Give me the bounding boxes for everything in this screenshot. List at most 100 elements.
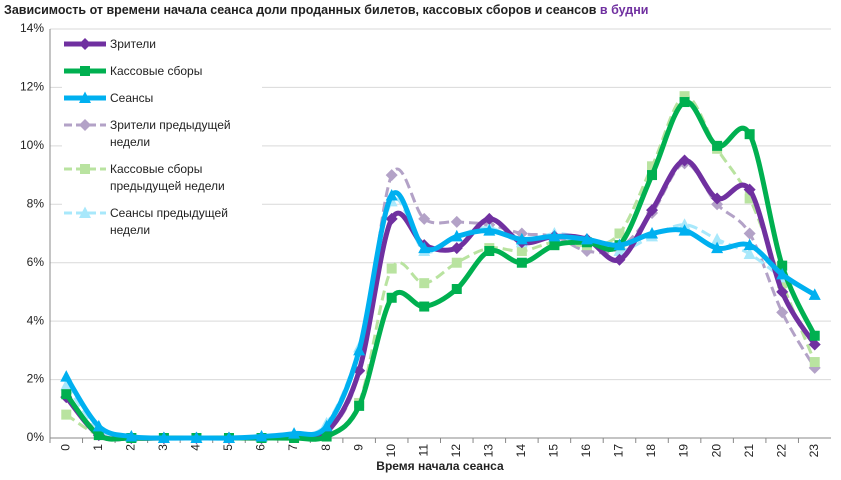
x-tick-label: 19	[677, 444, 691, 458]
marker	[776, 306, 789, 319]
x-axis-label: Время начала сеанса	[376, 459, 504, 473]
legend-swatch	[64, 206, 106, 218]
legend-swatch	[64, 91, 106, 103]
marker	[808, 338, 821, 351]
marker	[79, 38, 91, 50]
x-tick-label: 12	[449, 444, 463, 458]
marker	[678, 224, 691, 236]
marker	[61, 409, 72, 420]
x-tick-label: 17	[612, 444, 626, 458]
y-tick-label: 2%	[27, 372, 45, 386]
legend-item: Сеансы	[62, 90, 262, 107]
x-tick-label: 7	[286, 444, 300, 451]
legend-label: Сеансы	[110, 91, 154, 105]
x-tick-label: 15	[547, 444, 561, 458]
marker	[125, 430, 138, 442]
marker	[743, 247, 756, 259]
marker	[222, 431, 235, 443]
marker	[79, 206, 91, 218]
marker	[385, 212, 398, 225]
legend-swatch	[64, 119, 106, 131]
marker	[743, 183, 756, 196]
x-tick-label: 6	[254, 444, 268, 451]
marker	[647, 161, 658, 172]
x-tick-label: 21	[742, 444, 756, 458]
y-tick-label: 14%	[20, 21, 44, 35]
marker	[548, 229, 561, 242]
marker	[647, 170, 658, 181]
marker	[354, 400, 365, 411]
marker	[80, 66, 90, 76]
marker	[418, 241, 431, 254]
marker	[255, 430, 268, 442]
marker	[711, 232, 724, 245]
marker	[516, 246, 527, 257]
x-tick-label: 2	[124, 444, 138, 451]
chart-title: Зависимость от времени начала сеанса дол…	[4, 3, 597, 17]
marker	[712, 140, 723, 151]
marker	[190, 431, 203, 443]
legend-item: Кассовые сборы	[62, 63, 262, 80]
marker	[157, 431, 170, 443]
y-tick-label: 8%	[27, 196, 45, 210]
marker	[744, 129, 755, 140]
y-tick-label: 0%	[27, 430, 45, 444]
legend-swatch	[64, 164, 106, 174]
marker	[613, 238, 626, 251]
legend-label: Кассовые сборы	[110, 64, 203, 78]
marker	[61, 389, 72, 400]
marker	[808, 288, 821, 300]
legend-item: Кассовые сборы предыдущей недели	[62, 161, 262, 195]
x-tick-label: 10	[384, 444, 398, 458]
marker	[743, 227, 756, 240]
legend-swatch	[64, 66, 106, 76]
marker	[711, 192, 724, 205]
x-tick-label: 0	[58, 444, 72, 451]
title-block: Зависимость от времени начала сеанса дол…	[4, 3, 648, 17]
x-tick-label: 18	[644, 444, 658, 458]
marker	[386, 263, 397, 274]
marker	[679, 91, 690, 102]
x-tick-label: 11	[416, 444, 430, 457]
marker	[92, 419, 105, 432]
marker	[80, 164, 90, 174]
marker	[678, 154, 691, 167]
marker	[93, 430, 104, 441]
marker	[451, 284, 462, 295]
legend-item: Сеансы предыдущей недели	[62, 205, 262, 239]
marker	[743, 238, 756, 251]
legend-swatch	[64, 38, 106, 50]
marker	[678, 218, 691, 230]
x-tick-label: 20	[709, 444, 723, 458]
marker	[353, 343, 366, 356]
legend-label: Зрители	[110, 37, 156, 51]
marker	[744, 193, 755, 204]
x-tick-label: 14	[514, 444, 528, 458]
marker	[613, 253, 626, 266]
y-tick-label: 6%	[27, 255, 45, 269]
x-tick-label: 23	[807, 444, 821, 458]
legend-label: Кассовые сборы предыдущей недели	[110, 162, 225, 193]
marker	[451, 257, 462, 268]
marker	[484, 246, 495, 257]
x-tick-label: 3	[156, 444, 170, 451]
legend-item: Зрители	[62, 36, 262, 53]
x-tick-label: 22	[774, 444, 788, 458]
x-tick-label: 9	[351, 444, 365, 451]
marker	[320, 419, 333, 432]
marker	[809, 357, 820, 368]
marker	[418, 212, 431, 225]
marker	[288, 427, 301, 439]
x-tick-label: 1	[91, 444, 105, 451]
legend-label: Зрители предыдущей недели	[110, 118, 231, 149]
marker	[613, 244, 626, 257]
marker	[515, 232, 528, 245]
y-tick-label: 12%	[20, 80, 44, 94]
marker	[776, 285, 789, 298]
marker	[580, 232, 593, 245]
marker	[385, 169, 398, 182]
marker	[60, 378, 73, 391]
marker	[386, 292, 397, 303]
marker	[385, 189, 398, 201]
